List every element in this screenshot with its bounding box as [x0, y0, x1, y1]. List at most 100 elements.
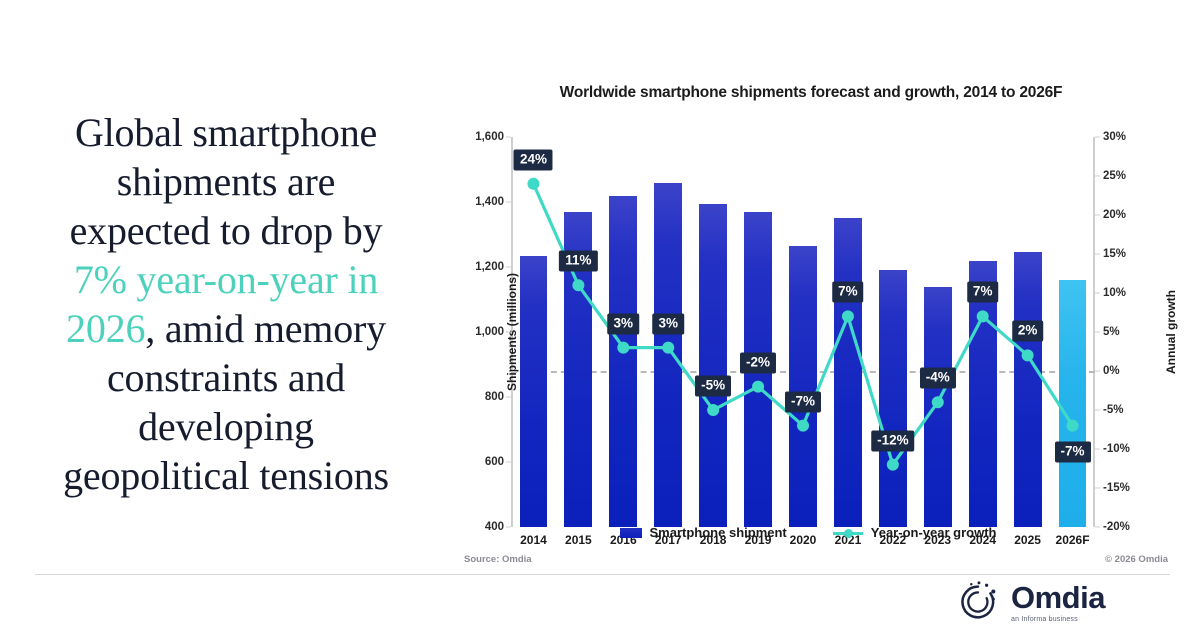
omdia-logo: Omdia an Informa business — [955, 579, 1105, 625]
y-axis-right-tick: -10% — [1103, 443, 1130, 455]
bar-2020[interactable] — [789, 245, 817, 527]
headline-highlight-2: 2026 — [66, 306, 146, 351]
growth-label-2014: 24% — [513, 149, 553, 171]
y-axis-right-tick-mark — [1095, 487, 1100, 489]
x-axis-tick-2017: 2017 — [654, 533, 682, 547]
bar-2016[interactable] — [609, 195, 638, 527]
y-axis-right-label: Annual growth — [1164, 290, 1178, 374]
headline-text: Global smartphone shipments are expected… — [20, 108, 432, 500]
omdia-tagline: an Informa business — [1011, 615, 1078, 623]
y-axis-left-tick: 800 — [484, 391, 504, 403]
headline-line-2: shipments are — [116, 159, 336, 204]
x-axis-tick-2024: 2024 — [969, 533, 997, 547]
chart-legend: Smartphone shipment Year-on-year growth — [436, 525, 1180, 540]
legend-item-growth[interactable]: Year-on-year growth — [832, 525, 997, 540]
bar-2026F[interactable] — [1058, 280, 1087, 527]
bar-swatch-icon — [619, 527, 642, 538]
legend-item-shipment[interactable]: Smartphone shipment — [619, 525, 787, 540]
y-axis-left-tick-mark — [506, 461, 511, 463]
bar-2018[interactable] — [699, 203, 728, 527]
bar-2025[interactable] — [1013, 252, 1042, 527]
x-axis-tick-2019: 2019 — [744, 533, 772, 547]
legend-label-growth: Year-on-year growth — [870, 525, 997, 540]
copyright-note: © 2026 Omdia — [1105, 554, 1168, 565]
x-axis-tick-2018: 2018 — [699, 533, 727, 547]
growth-label-2023: -4% — [919, 367, 956, 389]
plot-area: Shipments (millions) Annual growth 400 60… — [475, 131, 1178, 547]
growth-label-2017: 3% — [652, 313, 684, 335]
plot-frame: Shipments (millions) Annual growth 400 60… — [475, 131, 1178, 533]
y-axis-right-tick: 30% — [1103, 131, 1127, 143]
y-axis-left-tick-mark — [506, 526, 511, 528]
y-axis-left-tick: 1,400 — [475, 196, 504, 208]
x-axis-tick-2025: 2025 — [1014, 533, 1041, 547]
y-axis-left-tick: 400 — [484, 521, 504, 533]
omdia-circular-mark-icon — [961, 581, 996, 619]
y-axis-left-tick-mark — [506, 396, 511, 398]
y-axis-right-tick-mark — [1095, 448, 1100, 450]
headline-line-7: geopolitical tensions — [63, 453, 389, 498]
y-axis-right-tick-mark — [1095, 409, 1100, 411]
growth-label-2026F: -7% — [1054, 441, 1091, 463]
omdia-logo-text: Omdia an Informa business — [1011, 582, 1105, 623]
growth-label-2016: 3% — [607, 313, 640, 335]
growth-label-2025: 2% — [1011, 320, 1044, 342]
y-axis-right-tick-mark — [1095, 331, 1100, 333]
y-axis-left-tick-mark — [506, 331, 511, 333]
y-axis-left-tick: 600 — [484, 456, 504, 468]
y-axis-right-tick: 20% — [1103, 209, 1127, 221]
y-axis-left-tick-mark — [506, 136, 511, 138]
x-axis-tick-2014: 2014 — [520, 533, 547, 547]
y-axis-right-tick: 0% — [1103, 365, 1120, 377]
growth-label-2018: -5% — [695, 375, 732, 397]
y-axis-right-tick: -5% — [1103, 404, 1124, 416]
bar-2017[interactable] — [654, 182, 683, 527]
y-axis-right-tick-mark — [1095, 292, 1100, 294]
y-axis-left-tick: 1,200 — [475, 261, 504, 273]
bar-2023[interactable] — [923, 286, 952, 527]
y-axis-right-tick-mark — [1095, 136, 1100, 138]
bar-2014[interactable] — [519, 255, 548, 527]
y-axis-right-tick-mark — [1095, 214, 1100, 216]
y-axis-right-tick: 5% — [1103, 326, 1120, 338]
growth-label-2022: -12% — [871, 430, 915, 452]
growth-label-2021: 7% — [832, 281, 864, 303]
x-axis-tick-2026F: 2026F — [1055, 533, 1090, 547]
y-axis-right-line — [1093, 137, 1095, 527]
x-axis-tick-2021: 2021 — [834, 533, 862, 547]
y-axis-right-tick: 15% — [1103, 248, 1127, 260]
y-axis-right-tick: 25% — [1103, 170, 1127, 182]
growth-label-2015: 11% — [559, 250, 598, 272]
growth-label-2024: 7% — [966, 281, 999, 303]
y-axis-left-tick-mark — [506, 201, 511, 203]
x-axis-tick-2023: 2023 — [924, 533, 952, 547]
y-axis-right-tick: 10% — [1103, 287, 1127, 299]
x-axis-tick-2015: 2015 — [565, 533, 592, 547]
bar-2021[interactable] — [833, 218, 862, 527]
y-axis-right-tick: -20% — [1103, 521, 1130, 533]
y-axis-right-tick-mark — [1095, 526, 1100, 528]
x-axis-ticks: 2014 2015 2016 2017 2018 2019 2020 2021 2022 2023… — [511, 533, 1095, 555]
headline-line-5: constraints and — [106, 355, 346, 400]
headline-line-6: developing — [138, 404, 314, 449]
source-note: Source: Omdia — [464, 554, 532, 565]
x-axis-tick-2020: 2020 — [789, 533, 817, 547]
y-axis-left-tick-mark — [506, 266, 511, 268]
growth-label-2019: -2% — [740, 352, 777, 374]
y-axis-right-tick-mark — [1095, 370, 1100, 372]
bar-2022[interactable] — [878, 270, 907, 527]
y-axis-left-line — [511, 137, 513, 527]
line-swatch-icon — [832, 528, 863, 538]
y-axis-left-tick: 1,600 — [475, 131, 504, 143]
y-axis-right-tick: -15% — [1103, 482, 1130, 494]
y-axis-left-tick: 1,000 — [475, 326, 504, 338]
horizontal-divider — [35, 574, 1170, 575]
omdia-wordmark: Omdia — [1011, 579, 1105, 615]
chart-title: Worldwide smartphone shipments forecast … — [559, 84, 1063, 101]
headline-line-1: Global smartphone — [74, 110, 378, 155]
y-axis-right-tick-mark — [1095, 175, 1100, 177]
headline-line-3: expected to drop by — [69, 208, 383, 253]
y-axis-right-tick-mark — [1095, 253, 1100, 255]
chart-panel: Worldwide smartphone shipments forecast … — [436, 70, 1180, 570]
headline-line-4: , amid memory — [145, 306, 386, 351]
